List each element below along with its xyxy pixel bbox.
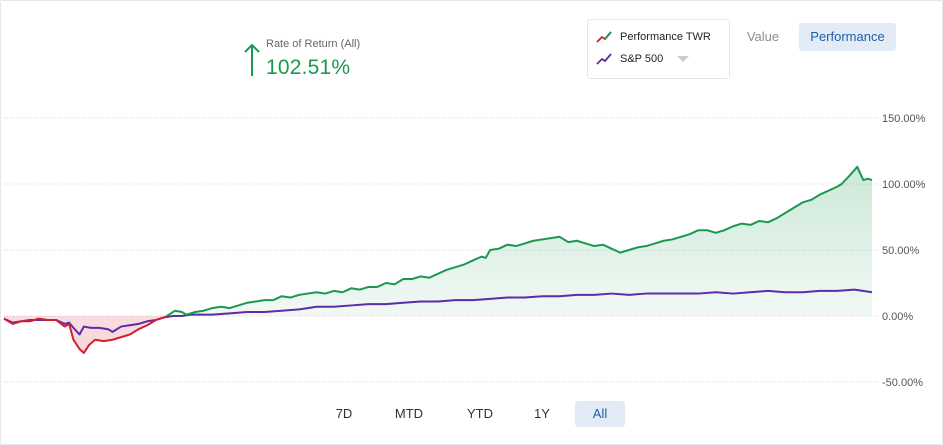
line-swatch-icon [596, 31, 612, 43]
y-tick-label: -50.00% [882, 377, 923, 389]
y-tick-label: 50.00% [882, 245, 920, 257]
negative-area [4, 316, 872, 353]
legend-item-sp500[interactable]: S&P 500 [596, 50, 663, 68]
range-button-all[interactable]: All [575, 401, 625, 427]
caret-down-icon[interactable] [677, 56, 689, 62]
legend-label: Performance TWR [620, 31, 711, 43]
y-tick-label: 100.00% [882, 179, 926, 191]
series-line-performance-twr [164, 165, 873, 316]
legend-item-performance-twr[interactable]: Performance TWR [596, 28, 711, 46]
series-lines [3, 165, 873, 354]
range-button-7d[interactable]: 7D [335, 406, 353, 421]
legend-label: S&P 500 [620, 53, 664, 65]
range-button-mtd[interactable]: MTD [394, 406, 424, 421]
rate-of-return-label: Rate of Return (All) [266, 38, 361, 50]
line-swatch-icon [596, 53, 612, 65]
rate-of-return-value: 102.51% [266, 56, 351, 79]
performance-toggle-button[interactable]: Performance [799, 23, 896, 51]
series-line-s-p-500 [3, 288, 873, 336]
grid: -50.00% 0.00% 50.00% 100.00% 150.00% [4, 113, 926, 389]
area-fill [4, 166, 872, 353]
performance-chart[interactable]: -50.00% 0.00% 50.00% 100.00% 150.00% [0, 0, 943, 400]
range-button-1y[interactable]: 1Y [534, 406, 550, 421]
series-line-performance-twr [3, 316, 169, 354]
value-toggle-button[interactable]: Value [746, 29, 780, 44]
chart-legend[interactable]: Performance TWR S&P 500 [587, 19, 730, 79]
y-tick-label: 0.00% [882, 311, 913, 323]
arrow-up-icon [244, 43, 260, 76]
range-button-ytd[interactable]: YTD [467, 406, 493, 421]
positive-area [4, 166, 872, 316]
y-tick-label: 150.00% [882, 113, 926, 125]
